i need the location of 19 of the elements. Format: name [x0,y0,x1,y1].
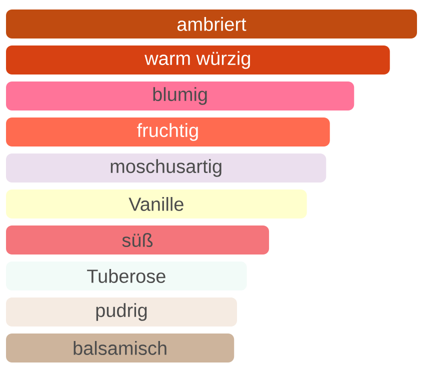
bar [6,225,270,254]
y-tick-label: pudrig [96,303,147,321]
bar [6,10,417,38]
bar [6,333,234,362]
y-tick-label: blumig [153,87,207,105]
bar [6,297,237,326]
y-tick-label: Vanille [128,197,184,211]
y-tick-label: ambriert [177,17,246,31]
y-tick-label: balsamisch [74,341,166,355]
bar [6,117,330,146]
bar [6,153,326,182]
y-tick-label: fruchtig [137,123,198,141]
bar [6,81,354,110]
bar [6,189,307,218]
bar [6,46,390,74]
y-tick-label: Tuberose [87,269,166,283]
y-tick-label: warm würzig [144,51,250,69]
y-tick-label: süß [122,233,153,247]
y-tick-label: moschusartig [110,159,222,177]
